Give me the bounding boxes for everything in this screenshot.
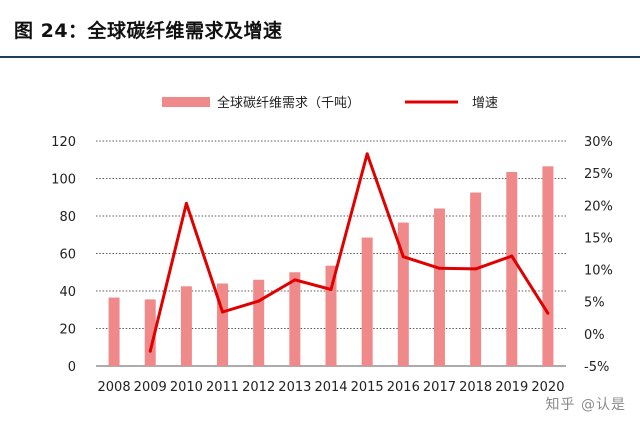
bar: [325, 265, 337, 366]
x-tick-label: 2015: [351, 380, 384, 395]
bar: [180, 286, 192, 366]
figure-title: 图 24：全球碳纤维需求及增速: [14, 20, 283, 42]
line-point: [293, 278, 297, 282]
legend-label-bar: 全球碳纤维需求（千吨）: [217, 95, 360, 111]
legend-label-line: 增速: [472, 96, 498, 111]
y-left-tick-label: 20: [59, 323, 76, 338]
legend-swatch-bar: [162, 97, 210, 107]
x-tick-label: 2017: [423, 380, 456, 395]
bar: [253, 279, 265, 366]
line-point: [257, 299, 261, 303]
y-right-tick-label: 5%: [584, 296, 605, 311]
y-left-tick-label: 100: [51, 173, 76, 188]
line-point: [546, 311, 550, 315]
bar: [289, 272, 301, 366]
watermark: 知乎 @认是: [545, 397, 626, 413]
legend: 全球碳纤维需求（千吨） 增速: [162, 95, 498, 111]
x-tick-label: 2019: [495, 380, 528, 395]
x-tick-label: 2020: [531, 380, 564, 395]
bar: [542, 166, 554, 366]
x-tick-label: 2009: [134, 380, 167, 395]
line-point: [221, 310, 225, 314]
bar: [144, 299, 156, 366]
x-tick-label: 2010: [170, 380, 203, 395]
x-tick-label: 2014: [314, 380, 347, 395]
bar: [506, 171, 518, 366]
bar: [470, 192, 482, 366]
line-point: [148, 349, 152, 353]
line-point: [401, 255, 405, 259]
title-divider: [0, 56, 640, 58]
y-right-tick-label: 30%: [584, 135, 613, 150]
x-tick-label: 2013: [278, 380, 311, 395]
y-right-tick-label: 0%: [584, 328, 605, 343]
line-point: [329, 288, 333, 291]
x-tick-label: 2012: [242, 380, 275, 395]
bar: [108, 297, 120, 366]
y-right-tick-label: 25%: [584, 167, 613, 182]
x-tick-label: 2018: [459, 380, 492, 395]
line-point: [474, 267, 478, 271]
y-right-tick-label: 15%: [584, 231, 613, 246]
y-left-tick-label: 0: [68, 360, 76, 375]
line-series: [148, 152, 550, 353]
y-left-tick-label: 120: [51, 135, 76, 150]
line-point: [365, 152, 369, 156]
bar: [433, 208, 445, 366]
left-axis-labels: 0 20 40 60 80 100 120: [51, 135, 76, 375]
bar: [217, 283, 229, 366]
y-right-tick-label: 20%: [584, 199, 613, 214]
line-point: [184, 201, 188, 205]
right-axis-labels: -5% 0% 5% 10% 15% 20% 25% 30%: [584, 135, 613, 375]
x-axis-labels: 2008 2009 2010 2011 2012 2013 2014 2015 2016 2017…: [98, 380, 565, 395]
bar: [361, 237, 373, 366]
y-right-tick-label: -5%: [584, 360, 609, 375]
line-point: [437, 266, 441, 270]
y-left-tick-label: 40: [59, 285, 76, 300]
line-point: [510, 254, 514, 258]
x-tick-label: 2011: [206, 380, 239, 395]
bar-series: [108, 166, 554, 366]
y-left-tick-label: 60: [59, 248, 76, 263]
y-left-tick-label: 80: [59, 210, 76, 225]
x-tick-label: 2016: [387, 380, 420, 395]
x-tick-label: 2008: [98, 380, 131, 395]
bar: [397, 222, 409, 366]
y-right-tick-label: 10%: [584, 264, 613, 279]
growth-line: [148, 152, 550, 352]
